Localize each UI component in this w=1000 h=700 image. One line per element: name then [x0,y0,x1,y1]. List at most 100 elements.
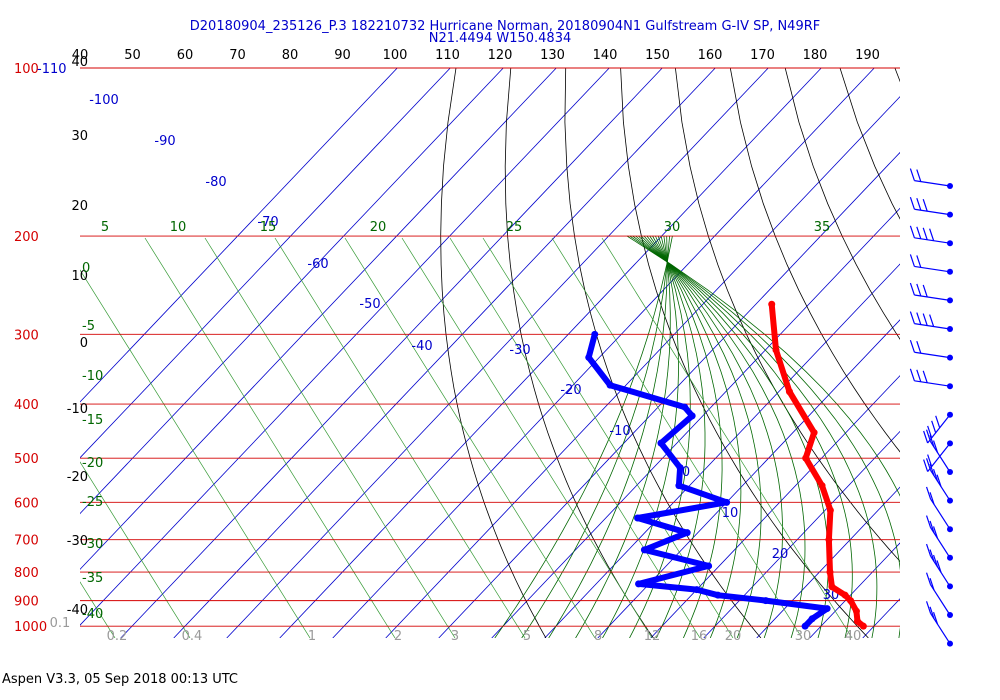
moist-adiabat [638,235,829,638]
wind-barb-flag [922,198,928,212]
wind-barb-flag [929,463,935,476]
wind-barb-flag [923,430,929,444]
mixing-ratio-line [601,237,853,638]
dry-adiabat [950,68,1000,638]
mixing-ratio-line [344,237,596,638]
isotherm-label: -10 [609,424,630,439]
moist-left-label: -40 [82,607,103,622]
wind-barb-flag [909,168,915,181]
mixing-ratio-label: 40 [845,629,862,644]
moist-adiabat [629,235,900,638]
isotherm-line [438,151,900,638]
wind-barb-flag [922,313,928,326]
footer-text: Aspen V3.3, 05 Sep 2018 00:13 UTC [2,672,238,687]
pressure-tick-label: 600 [14,496,39,511]
dewpoint-profile-point [723,498,731,506]
pressure-tick-label: 900 [14,595,39,610]
wind-barb-flag [925,572,932,585]
wind-barb-flag [929,492,935,505]
mixing-ratio-line [80,269,311,638]
temperature-profile-point [853,617,861,625]
pressure-tick-label: 100 [14,62,39,77]
top-axis-label: 40 [72,48,89,63]
top-axis-label: 100 [383,48,408,63]
title-block: D20180904_235126_P.3 182210732 Hurricane… [190,19,820,46]
isotherm-line [916,68,1000,638]
temperature-profile-point [841,591,849,599]
pressure-tick-label: 200 [14,230,39,245]
wind-barb-flag [916,312,922,325]
isotherm-line [703,430,900,638]
pressure-tick-label: 1000 [14,620,47,635]
wind-barb-flag [916,255,922,268]
moist-adiabat [521,235,670,638]
top-axis-label: 160 [698,48,723,63]
left-axis-label: 40 [71,55,88,70]
moist-adiabat [626,235,900,497]
moist-adiabat [649,235,742,638]
mixing-ratio-label: 16 [691,629,708,644]
temperature-profile-point [828,583,836,591]
mixing-ratio-line [401,237,653,638]
wind-barb-shaft [914,380,951,387]
wind-barb-flag [929,549,935,562]
mixing-ratio-label: 12 [644,629,661,644]
mixing-ratio-label: 5 [523,629,531,644]
pressure-tick-label: 800 [14,566,39,581]
moist-adiabat-label: 35 [814,220,831,235]
wind-barb-flag [909,254,915,267]
wind-barb-flag [916,169,922,182]
isotherm-line [332,68,875,638]
wind-barb-flag [929,577,935,591]
left-axis-label: 0 [80,336,88,351]
isotherm-label: -50 [359,297,380,312]
isotherm-line [544,263,900,638]
wind-barb-flag [932,469,939,482]
top-axis-label: 180 [803,48,828,63]
isotherm-label: 10 [722,506,739,521]
top-axis-label: 120 [488,48,513,63]
grid-lines [80,68,1000,638]
wind-barb-flag [925,515,932,528]
wind-barb-flag [929,228,935,241]
moist-left-label: -30 [82,537,103,552]
temperature-profile-point [768,300,776,308]
isotherm-line [173,68,716,638]
moist-adiabat-label: 30 [664,220,681,235]
isotherm-label: -40 [411,339,432,354]
isotherm-line [756,486,900,638]
moist-adiabat [646,235,762,638]
wind-barb-flag [927,425,933,439]
isotherm-line [597,319,900,638]
isotherm-line [650,375,900,638]
wind-barb-flag [927,454,933,467]
isotherm-line [226,68,769,638]
temperature-profile-point [852,607,860,615]
temperature-profile-point [859,622,867,630]
mixing-ratio-line [274,237,526,638]
wind-barb-flag [916,369,922,382]
isotherm-line [120,68,663,638]
mixing-ratio-label: 20 [725,629,742,644]
top-axis-label: 170 [750,48,775,63]
isotherm-label: 20 [772,547,789,562]
wind-barb-flag [916,197,922,211]
temperature-profile-point [847,597,855,605]
top-axis-label: 80 [282,48,299,63]
dewpoint-profile-point [606,381,614,389]
dewpoint-profile-point [823,605,831,613]
wind-barb-flag [936,560,942,573]
dewpoint-profile-point [635,580,643,588]
moist-left-label: -5 [82,319,95,334]
dewpoint-profile-point [705,562,713,570]
mixing-ratio-label: 0.1 [50,616,71,631]
temperature-profile-point [802,454,810,462]
wind-barb-flag [929,606,935,619]
temperature-profile-point [772,346,780,354]
moist-adiabat-label: 15 [260,220,277,235]
pressure-tick-label: 700 [14,534,39,549]
wind-barbs [909,168,953,647]
isotherm-line [80,68,610,626]
pressure-tick-label: 500 [14,452,39,467]
mixing-ratio-line [449,237,701,638]
